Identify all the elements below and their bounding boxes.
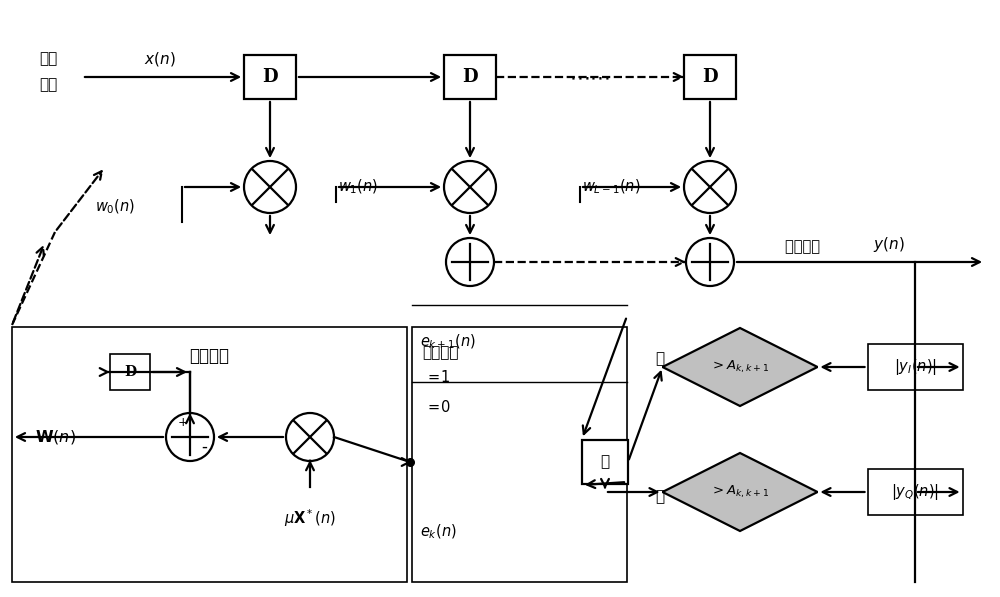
FancyBboxPatch shape [868,469,962,515]
Text: $x(n)$: $x(n)$ [144,50,176,68]
Text: $\mathbf{W}(n)$: $\mathbf{W}(n)$ [35,428,75,446]
Text: D: D [262,68,278,86]
FancyBboxPatch shape [412,327,627,582]
FancyBboxPatch shape [582,440,628,484]
Text: D: D [702,68,718,86]
Text: $>A_{k,k+1}$: $>A_{k,k+1}$ [710,484,770,500]
Text: $w_{L-1}(n)$: $w_{L-1}(n)$ [582,178,641,196]
Circle shape [444,161,496,213]
Text: 或: 或 [600,454,610,469]
Circle shape [446,238,494,286]
Text: 输出信号: 输出信号 [785,239,825,254]
FancyBboxPatch shape [868,344,962,390]
Text: 输入: 输入 [39,51,57,66]
Text: $y(n)$: $y(n)$ [873,235,905,254]
FancyBboxPatch shape [12,327,407,582]
Text: +: + [178,417,188,429]
Text: $w_0(n)$: $w_0(n)$ [95,198,135,216]
Text: -: - [201,438,207,456]
FancyBboxPatch shape [444,55,496,99]
FancyBboxPatch shape [110,354,150,390]
Text: 是: 是 [655,352,665,367]
Circle shape [286,413,334,461]
Text: $w_1(n)$: $w_1(n)$ [338,178,378,196]
Circle shape [684,161,736,213]
Text: 系数更新: 系数更新 [190,347,230,365]
Polygon shape [662,328,818,406]
Text: D: D [462,68,478,86]
Circle shape [244,161,296,213]
Text: $=\!1$: $=\!1$ [425,369,450,385]
Text: D: D [124,365,136,379]
Text: $e_{k+1}(n)$: $e_{k+1}(n)$ [420,333,476,351]
Text: $\cdots\cdots$: $\cdots\cdots$ [569,67,611,87]
Text: $|y_Q(n)|$: $|y_Q(n)|$ [891,482,939,502]
Circle shape [166,413,214,461]
FancyBboxPatch shape [244,55,296,99]
Text: 信号: 信号 [39,78,57,93]
Text: 误差提取: 误差提取 [422,345,458,360]
Circle shape [686,238,734,286]
Text: $e_k(n)$: $e_k(n)$ [420,523,457,541]
Text: $=\!0$: $=\!0$ [425,399,451,415]
Text: $|y_I(n)|$: $|y_I(n)|$ [894,357,936,377]
Text: $>A_{k,k+1}$: $>A_{k,k+1}$ [710,359,770,375]
FancyBboxPatch shape [684,55,736,99]
Text: 是: 是 [655,490,665,504]
Polygon shape [662,453,818,531]
Text: $\mu\mathbf{X}^*(n)$: $\mu\mathbf{X}^*(n)$ [284,507,336,529]
